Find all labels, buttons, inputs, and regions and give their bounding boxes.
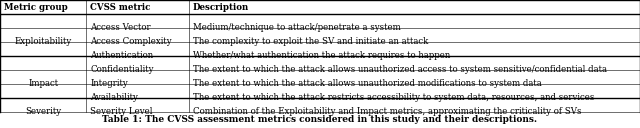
Text: Access Complexity: Access Complexity — [90, 38, 172, 46]
Text: Whether/what authentication the attack requires to happen: Whether/what authentication the attack r… — [193, 51, 450, 61]
Text: CVSS metric: CVSS metric — [90, 3, 151, 12]
Text: Impact: Impact — [28, 79, 58, 88]
Text: The extent to which the attack allows unauthorized modifications to system data: The extent to which the attack allows un… — [193, 79, 541, 88]
Text: Exploitability: Exploitability — [15, 38, 72, 46]
Text: Medium/technique to attack/penetrate a system: Medium/technique to attack/penetrate a s… — [193, 24, 401, 33]
Text: The extent to which the attack restricts accessibility to system data, resources: The extent to which the attack restricts… — [193, 93, 594, 103]
Text: The extent to which the attack allows unauthorized access to system sensitive/co: The extent to which the attack allows un… — [193, 66, 607, 74]
Text: Metric group: Metric group — [4, 3, 68, 12]
Text: Description: Description — [193, 3, 249, 12]
Text: Integrity: Integrity — [90, 79, 128, 88]
Text: The complexity to exploit the SV and initiate an attack: The complexity to exploit the SV and ini… — [193, 38, 428, 46]
Text: Access Vector: Access Vector — [90, 24, 151, 33]
Text: Combination of the Exploitability and Impact metrics, approximating the critical: Combination of the Exploitability and Im… — [193, 108, 581, 116]
Text: Confidentiality: Confidentiality — [90, 66, 154, 74]
Text: Authentication: Authentication — [90, 51, 154, 61]
Text: Availability: Availability — [90, 93, 138, 103]
Text: Severity: Severity — [25, 108, 61, 116]
Text: Severity Level: Severity Level — [90, 108, 153, 116]
Text: Table 1: The CVSS assessment metrics considered in this study and their descript: Table 1: The CVSS assessment metrics con… — [102, 115, 538, 125]
